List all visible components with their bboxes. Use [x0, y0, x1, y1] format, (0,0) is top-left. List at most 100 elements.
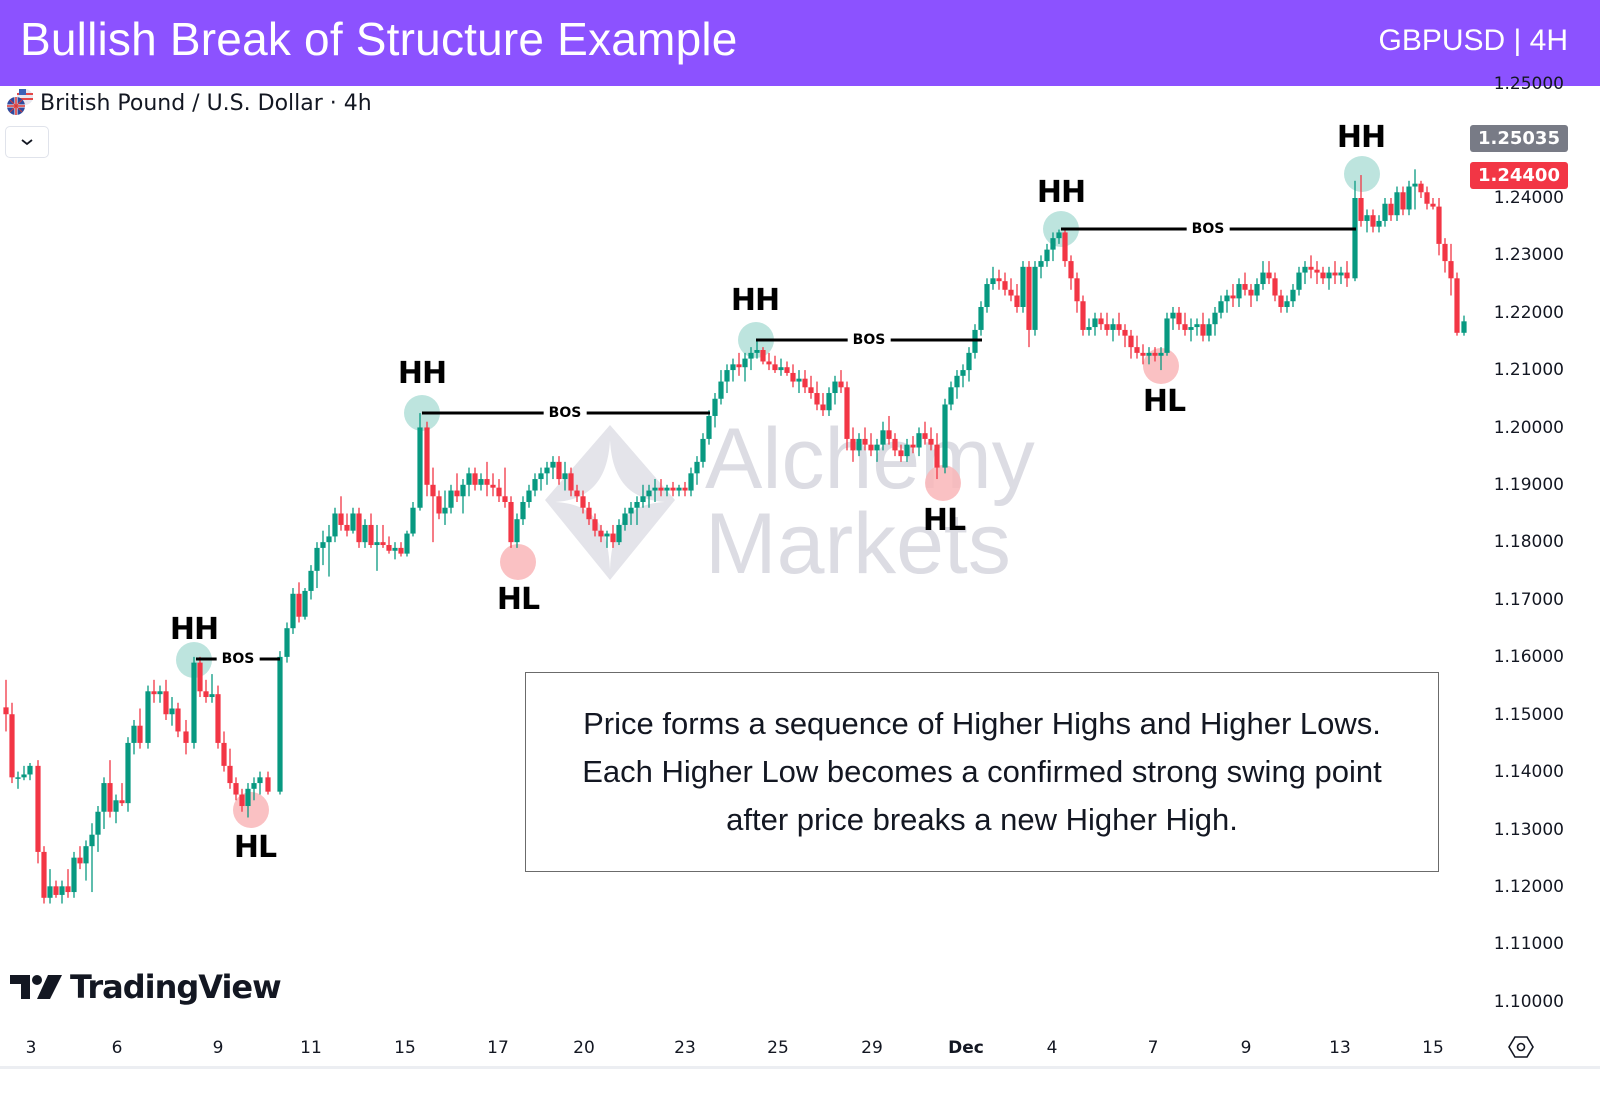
candle: [562, 473, 568, 480]
candle: [157, 691, 163, 695]
chevron-down-icon: [21, 139, 33, 146]
candle: [448, 490, 454, 508]
price-tick: 1.11000: [1493, 934, 1564, 954]
time-label: 9: [212, 1038, 224, 1058]
candle: [21, 774, 27, 778]
candle: [1080, 301, 1086, 330]
candle: [922, 433, 928, 439]
candle: [392, 547, 398, 551]
candle: [239, 794, 245, 807]
candle: [682, 487, 688, 491]
note-line: after price breaks a new Higher High.: [726, 802, 1238, 837]
candle: [1454, 278, 1460, 333]
time-label: 15: [1422, 1038, 1444, 1058]
candle: [251, 783, 257, 789]
time-label: 17: [487, 1038, 509, 1058]
candle: [898, 450, 904, 457]
candle: [137, 725, 143, 743]
candle: [344, 524, 350, 531]
bottom-divider: [0, 1066, 1600, 1069]
collapse-legend-button[interactable]: [5, 126, 49, 158]
candle: [628, 507, 634, 514]
candle: [1020, 266, 1026, 307]
candlestick-chart[interactable]: [0, 86, 1468, 1030]
candle: [730, 364, 736, 371]
candle: [9, 714, 15, 778]
higher-low-marker: [500, 544, 536, 580]
candle: [1302, 266, 1308, 273]
candle: [808, 387, 814, 394]
candle: [784, 367, 790, 373]
candle: [1062, 232, 1068, 262]
candle: [838, 381, 844, 388]
candle: [990, 278, 996, 285]
candle: [332, 513, 338, 537]
price-tick: 1.14000: [1493, 762, 1564, 782]
price-tick: 1.17000: [1493, 590, 1564, 610]
candle: [183, 731, 189, 743]
bos-label: BOS: [543, 405, 587, 421]
candle: [380, 542, 386, 546]
candle: [916, 433, 922, 448]
candle: [850, 438, 856, 451]
candle: [802, 378, 808, 388]
hl-label: HL: [496, 582, 540, 617]
candle: [59, 886, 65, 895]
price-tick: 1.18000: [1493, 532, 1564, 552]
price-tick: 1.22000: [1493, 303, 1564, 323]
candle: [257, 777, 263, 784]
candle: [652, 487, 658, 491]
candle: [1290, 289, 1296, 302]
candle: [77, 857, 83, 864]
candle: [1176, 312, 1182, 325]
candle: [472, 473, 478, 485]
candle: [1212, 312, 1218, 325]
candle: [790, 372, 796, 382]
candle: [265, 777, 271, 792]
time-label: 15: [394, 1038, 416, 1058]
candle: [736, 364, 742, 368]
candle: [163, 691, 169, 715]
candle: [1044, 249, 1050, 262]
time-label: 4: [1046, 1038, 1058, 1058]
candle: [610, 533, 616, 543]
candle: [191, 662, 197, 743]
candle: [1412, 183, 1418, 187]
price-axis[interactable]: 1.25000 1.24000 1.23000 1.22000 1.21000 …: [1468, 74, 1600, 1026]
candle: [532, 479, 538, 491]
tradingview-logo[interactable]: TradingView: [10, 968, 282, 1006]
candle: [404, 533, 410, 554]
candle: [1406, 186, 1412, 210]
symbol-legend[interactable]: British Pound / U.S. Dollar · 4h: [6, 88, 372, 118]
settings-hexagon-icon: [1508, 1036, 1534, 1058]
time-axis[interactable]: 3 6 9 11 15 17 20 23 25 29 Dec 4 7 9 13 …: [0, 1030, 1600, 1066]
candle: [1394, 192, 1400, 216]
candle: [646, 490, 652, 497]
candle: [1326, 272, 1332, 279]
time-label: 25: [767, 1038, 789, 1058]
candle: [1400, 192, 1406, 210]
time-label: 6: [111, 1038, 123, 1058]
candle: [880, 430, 886, 445]
candle: [544, 467, 550, 474]
candle: [1068, 261, 1074, 279]
chart-settings-button[interactable]: [1506, 1033, 1536, 1061]
candle: [386, 545, 392, 551]
candle: [1170, 312, 1176, 319]
candle: [1388, 203, 1394, 216]
candle: [910, 444, 916, 448]
price-tick: 1.23000: [1493, 245, 1564, 265]
candle: [928, 438, 934, 445]
candle: [101, 783, 107, 812]
candle: [1382, 203, 1388, 221]
note-line: Price forms a sequence of Higher Highs a…: [583, 706, 1381, 741]
candle: [3, 707, 9, 715]
candle: [1370, 215, 1376, 227]
candle: [1074, 278, 1080, 302]
candle: [640, 496, 646, 503]
hh-label: HH: [169, 612, 219, 647]
time-label: 11: [300, 1038, 322, 1058]
candle: [508, 502, 514, 543]
candle: [1056, 232, 1062, 239]
candle: [766, 361, 772, 365]
